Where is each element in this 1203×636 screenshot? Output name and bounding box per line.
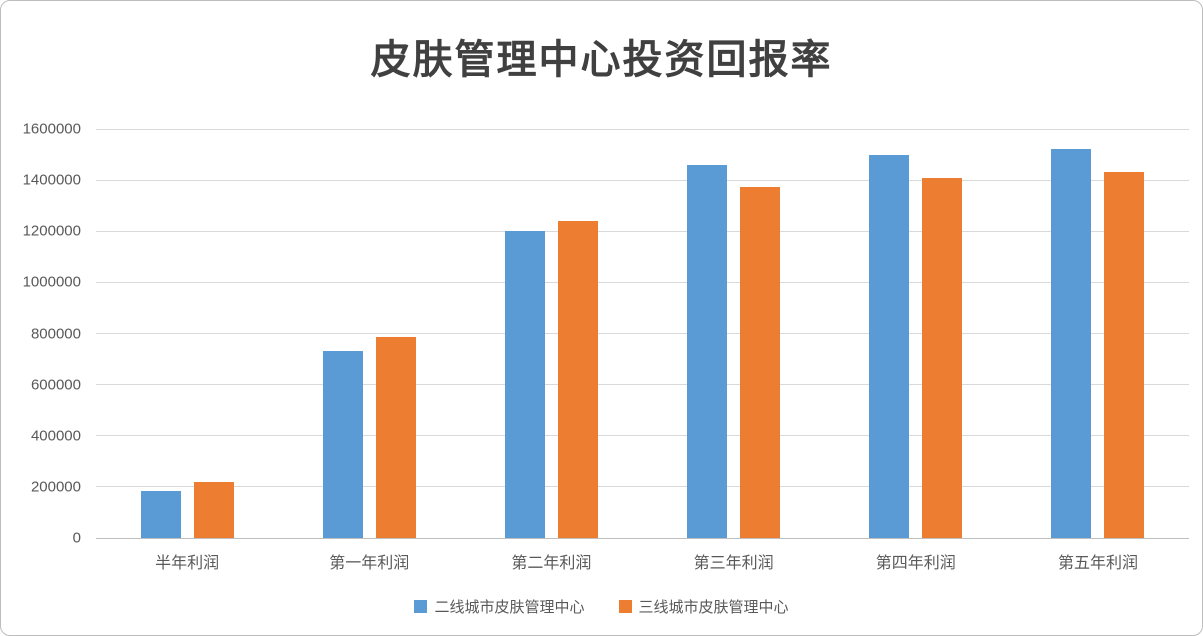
x-axis-category-label: 半年利润 (155, 555, 220, 572)
x-axis-category-label: 第三年利润 (693, 555, 774, 572)
y-tick-label: 400000 (30, 427, 81, 445)
legend-label: 二线城市皮肤管理中心 (434, 599, 585, 616)
x-axis-category-label: 第一年利润 (329, 555, 410, 572)
y-gridline (96, 435, 1189, 437)
y-gridline (96, 384, 1189, 386)
bar-series-1 (322, 351, 363, 538)
y-gridline (96, 333, 1189, 334)
y-axis: 0 200000 400000 600000 800000 1000000 1200000 1… (1, 121, 89, 547)
plot-area (96, 128, 1189, 539)
bar-series-2 (922, 177, 963, 538)
y-tick-label: 1400000 (22, 171, 81, 189)
bar-group (460, 129, 642, 538)
legend-swatch-icon (414, 600, 428, 613)
y-gridline (96, 179, 1189, 181)
bar-series-1 (1051, 149, 1092, 538)
y-tick-label: 0 (72, 529, 81, 547)
y-tick-label: 600000 (30, 376, 81, 394)
y-gridline (96, 281, 1189, 283)
bar-series-1 (869, 154, 910, 538)
x-axis-category-label: 第二年利润 (511, 555, 592, 572)
bar-series-2 (375, 337, 416, 538)
bar-series-1 (687, 164, 728, 538)
legend-label: 三线城市皮肤管理中心 (638, 599, 789, 616)
bar-series-2 (1104, 172, 1145, 538)
y-tick-label: 1200000 (22, 222, 81, 240)
bar-series-1 (504, 231, 545, 538)
bar-group (643, 129, 825, 538)
y-gridline (96, 230, 1189, 232)
y-tick-label: 1000000 (22, 273, 81, 291)
bar-series-2 (740, 186, 781, 538)
bar-series-1 (140, 490, 181, 538)
y-gridline (96, 486, 1189, 488)
x-axis-baseline (96, 537, 1189, 539)
y-tick-label: 800000 (30, 325, 81, 342)
x-axis-category-label: 第五年利润 (1057, 555, 1138, 572)
x-axis-category-label: 第四年利润 (875, 555, 956, 572)
bar-groups (96, 129, 1189, 538)
legend-item: 三线城市皮肤管理中心 (618, 596, 789, 617)
legend-swatch-icon (618, 600, 632, 613)
y-tick-label: 200000 (30, 478, 81, 496)
bar-series-2 (193, 481, 234, 538)
y-tick-label: 1600000 (22, 120, 81, 138)
bar-group (96, 129, 278, 538)
bar-group (825, 129, 1007, 538)
bar-series-2 (557, 221, 598, 538)
y-gridline (96, 128, 1189, 130)
bar-group (278, 129, 460, 538)
x-axis-labels: 半年利润 第一年利润 第二年利润 第三年利润 第四年利润 第五年利润 (96, 549, 1189, 573)
legend: 二线城市皮肤管理中心 三线城市皮肤管理中心 (1, 596, 1202, 617)
bar-group (1007, 129, 1189, 538)
chart-title: 皮肤管理中心投资回报率 (370, 38, 833, 82)
legend-item: 二线城市皮肤管理中心 (414, 596, 585, 617)
